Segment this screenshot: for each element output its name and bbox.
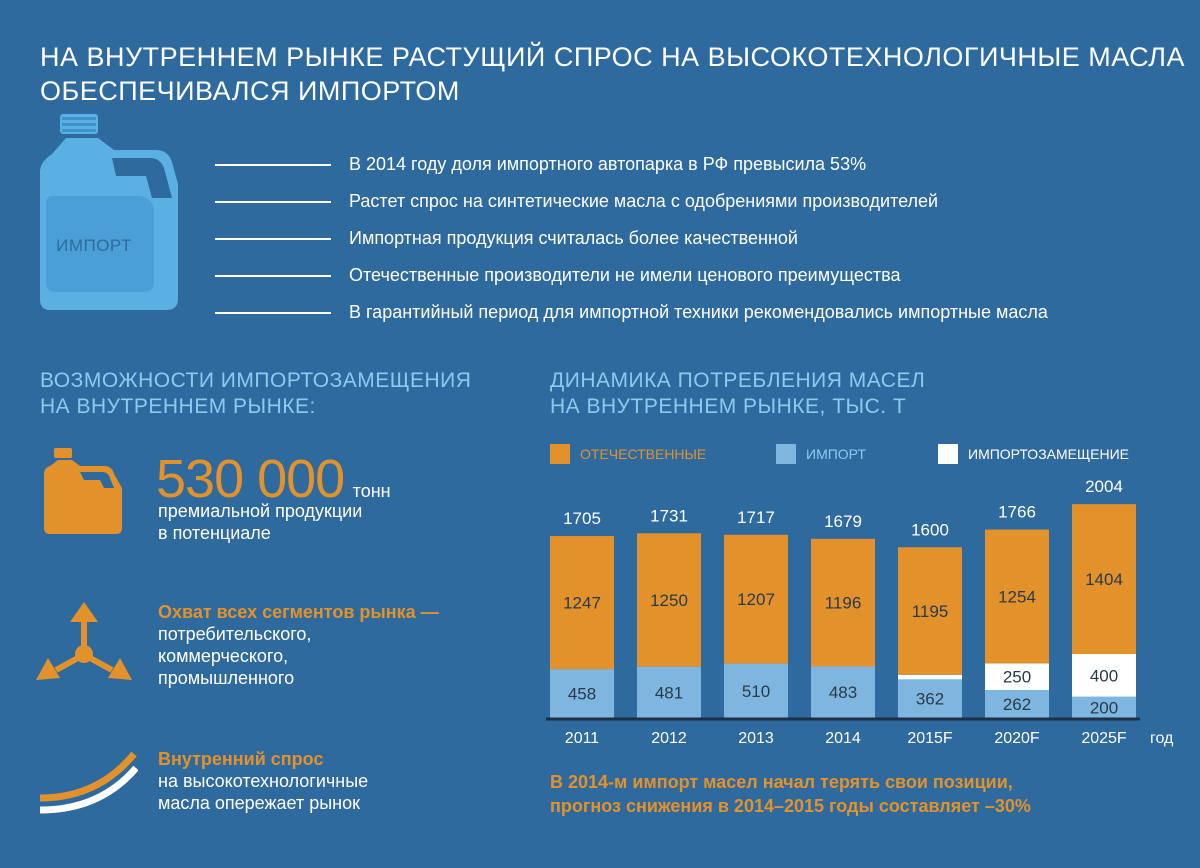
consumption-chart: 458 1247 1705 2011 481 1250 1731 2012 510 1207 171… xyxy=(546,477,1174,747)
legend-swatch-domestic xyxy=(550,444,570,464)
bar-segment-import-2015F xyxy=(898,679,962,718)
chart-note: В 2014-м импорт масел начал терять свои … xyxy=(550,772,1031,816)
bar-segment-domestic-2011 xyxy=(550,536,614,670)
bar-value-label-domestic-2020F: 1254 xyxy=(998,587,1036,606)
bar-segment-domestic-2012 xyxy=(637,533,701,667)
bar-total-label-2015F: 1600 xyxy=(911,520,949,539)
bar-segment-domestic-2013 xyxy=(724,534,788,664)
bar-segment-import-2025F xyxy=(1072,696,1136,718)
fact-item: Растет спрос на синтетические масла с од… xyxy=(215,183,1175,220)
bar-value-label-import-2015F: 362 xyxy=(916,690,944,709)
legend-swatch-import xyxy=(776,444,796,464)
bar-segment-import-2011 xyxy=(550,669,614,718)
bar-total-label-2014: 1679 xyxy=(824,512,862,531)
legend-item-substitution: ИМПОРТОЗАМЕЩЕНИЕ xyxy=(938,444,1129,464)
fact-item: Импортная продукция считалась более каче… xyxy=(215,220,1175,257)
volume-number: 530 000 xyxy=(156,449,345,509)
x-tick-label-2015F: 2015F xyxy=(907,730,953,747)
bar-value-label-import-2013: 510 xyxy=(742,682,770,701)
demand-block: Внутренний спрос на высокотехнологичные … xyxy=(158,749,369,813)
bar-value-label-substitution-2025F: 400 xyxy=(1090,666,1118,685)
bar-segment-substitution-2015F xyxy=(898,674,962,680)
bar-segment-import-2014 xyxy=(811,666,875,718)
segments-title: Охват всех сегментов рынка — xyxy=(158,602,439,622)
title-line-2: ОБЕСПЕЧИВАЛСЯ ИМПОРТОМ xyxy=(40,76,460,106)
x-axis-unit-label: год xyxy=(1150,730,1174,747)
canister-icon: ИМПОРТ xyxy=(40,114,178,310)
segments-block: Охват всех сегментов рынка — потребитель… xyxy=(158,602,439,688)
bar-segment-domestic-2020F xyxy=(985,529,1049,664)
bar-segment-import-2013 xyxy=(724,663,788,718)
bar-segment-import-2020F xyxy=(985,690,1049,718)
bar-value-label-import-2011: 458 xyxy=(568,685,596,704)
fact-item: Отечественные производители не имели цен… xyxy=(215,257,1175,294)
x-tick-label-2011: 2011 xyxy=(565,730,600,747)
x-tick-label-2014: 2014 xyxy=(825,730,861,747)
bar-value-label-import-2020F: 262 xyxy=(1003,695,1031,714)
volume-description: премиальной продукции в потенциале xyxy=(158,501,363,543)
segments-arrows-icon xyxy=(36,602,132,680)
bar-value-label-domestic-2012: 1250 xyxy=(650,591,688,610)
facts-list: В 2014 году доля импортного автопарка в … xyxy=(215,146,1175,331)
legend-item-domestic: ОТЕЧЕСТВЕННЫЕ xyxy=(550,444,706,464)
chart-heading: ДИНАМИКА ПОТРЕБЛЕНИЯ МАСЕЛ НА ВНУТРЕННЕМ… xyxy=(550,369,926,418)
fact-item: В 2014 году доля импортного автопарка в … xyxy=(215,146,1175,183)
volume-unit: тонн xyxy=(352,481,391,501)
bullet-line xyxy=(215,200,331,203)
x-tick-label-2013: 2013 xyxy=(738,730,774,747)
bar-total-label-2020F: 1766 xyxy=(998,503,1036,522)
bar-value-label-substitution-2020F: 250 xyxy=(1003,668,1031,687)
bar-value-label-domestic-2025F: 1404 xyxy=(1085,570,1123,589)
x-tick-label-2025F: 2025F xyxy=(1081,730,1127,747)
bullet-line xyxy=(215,163,331,166)
legend-swatch-substitution xyxy=(938,444,958,464)
bar-segment-substitution-2020F xyxy=(985,663,1049,691)
bar-value-label-domestic-2011: 1247 xyxy=(563,594,601,613)
growth-curve-icon xyxy=(39,751,138,814)
bar-total-label-2012: 1731 xyxy=(650,506,688,525)
bar-value-label-import-2025F: 200 xyxy=(1090,698,1118,717)
bar-total-label-2011: 1705 xyxy=(563,509,601,528)
bar-value-label-domestic-2015F: 1195 xyxy=(912,602,949,621)
bullet-line xyxy=(215,311,331,314)
bar-total-label-2013: 1717 xyxy=(737,508,775,527)
canister-label: ИМПОРТ xyxy=(56,236,132,255)
bar-segment-domestic-2014 xyxy=(811,538,875,667)
orange-canister-icon xyxy=(44,448,122,534)
bar-value-label-import-2014: 483 xyxy=(829,683,857,702)
bullet-line xyxy=(215,274,331,277)
bar-segment-domestic-2015F xyxy=(898,547,962,675)
opportunities-heading: ВОЗМОЖНОСТИ ИМПОРТОЗАМЕЩЕНИЯ НА ВНУТРЕНН… xyxy=(40,369,472,418)
volume-block: 530 000 тонн xyxy=(156,452,391,506)
x-tick-label-2012: 2012 xyxy=(651,730,687,747)
bar-segment-import-2012 xyxy=(637,666,701,718)
bar-value-label-domestic-2013: 1207 xyxy=(737,590,775,609)
bullet-line xyxy=(215,237,331,240)
demand-title: Внутренний спрос xyxy=(158,749,324,769)
title-line-1: НА ВНУТРЕННЕМ РЫНКЕ РАСТУЩИЙ СПРОС НА ВЫ… xyxy=(40,42,1185,72)
bar-segment-substitution-2025F xyxy=(1072,653,1136,697)
page-title: НА ВНУТРЕННЕМ РЫНКЕ РАСТУЩИЙ СПРОС НА ВЫ… xyxy=(40,40,1185,108)
bar-value-label-import-2012: 481 xyxy=(655,683,683,702)
bar-total-label-2025F: 2004 xyxy=(1085,477,1123,496)
legend-item-import: ИМПОРТ xyxy=(776,444,866,464)
bar-segment-domestic-2025F xyxy=(1072,504,1136,654)
x-tick-label-2020F: 2020F xyxy=(994,730,1040,747)
bar-value-label-domestic-2014: 1196 xyxy=(825,594,862,613)
fact-item: В гарантийный период для импортной техни… xyxy=(215,294,1175,331)
